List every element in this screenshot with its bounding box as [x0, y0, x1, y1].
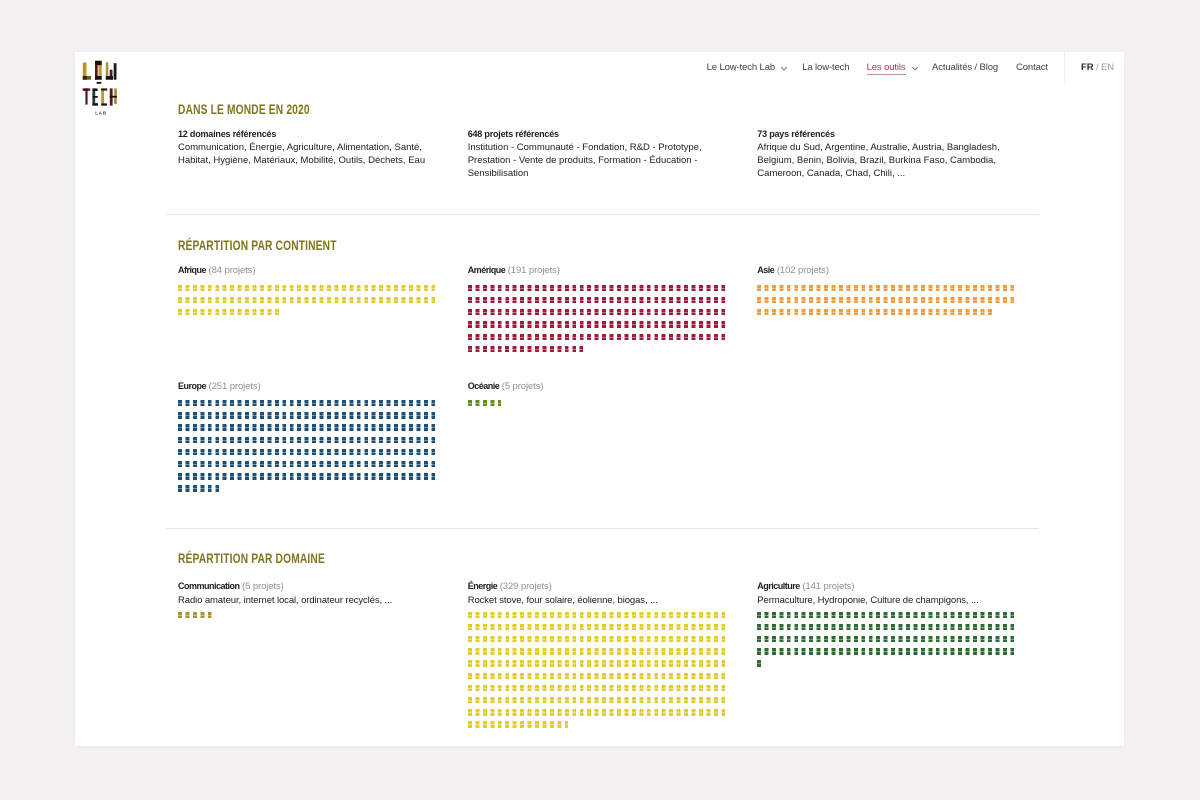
svg-text:LAB: LAB — [95, 110, 107, 115]
